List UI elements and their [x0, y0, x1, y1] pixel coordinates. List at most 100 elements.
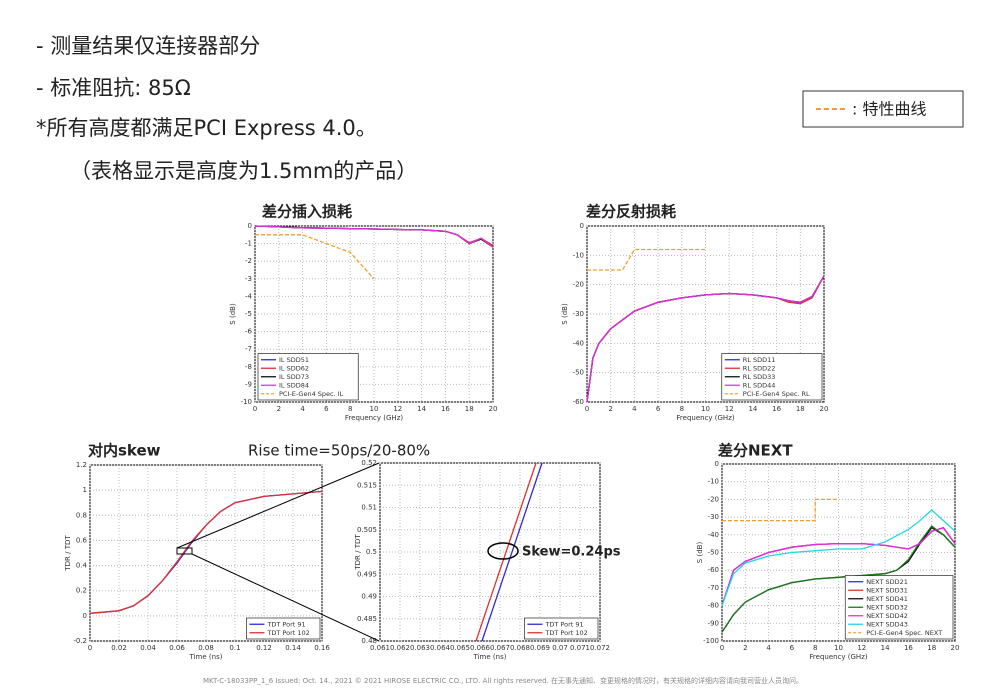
- x-tick-label: 0.068: [510, 644, 530, 652]
- series-line: [481, 462, 543, 642]
- x-tick-label: 2: [277, 405, 281, 413]
- y-tick-label: 0.48: [361, 637, 377, 645]
- legend-box: [246, 617, 321, 640]
- x-tick-label: 20: [951, 644, 960, 652]
- x-tick-label: 0: [253, 405, 257, 413]
- x-tick-label: 10: [834, 644, 843, 652]
- x-tick-label: 4: [766, 644, 771, 652]
- y-tick-label: 0.2: [76, 587, 87, 595]
- annotation: Skew=0.24ps: [522, 545, 621, 560]
- x-tick-label: 8: [813, 644, 817, 652]
- rise-time: Rise time=50ps/20-80%: [248, 442, 430, 460]
- x-tick-label: 0.065: [450, 644, 470, 652]
- x-tick-label: 16: [772, 405, 781, 413]
- legend-label: RL SDD22: [743, 364, 776, 372]
- y-tick-label: -70: [708, 584, 719, 592]
- y-axis-label: S (dB): [229, 303, 237, 325]
- bullet: *所有高度都满足PCI Express 4.0。: [36, 116, 377, 140]
- x-tick-label: 6: [790, 644, 795, 652]
- x-tick-label: 12: [393, 405, 402, 413]
- y-tick-label: -3: [245, 275, 252, 283]
- y-tick-label: -50: [708, 549, 719, 557]
- y-tick-label: 0.505: [357, 526, 377, 534]
- x-tick-label: 0.08: [198, 644, 214, 652]
- x-tick-label: 6: [324, 405, 329, 413]
- y-tick-label: -2: [245, 257, 252, 265]
- legend-note: : 特性曲线: [852, 100, 926, 119]
- footer: MKT-C-18033PP_1_6 Issued: Oct. 14., 2021…: [203, 676, 803, 685]
- series-line: [255, 234, 375, 280]
- legend-label: NEXT SDD42: [866, 612, 908, 620]
- x-tick-label: 0.064: [430, 644, 451, 652]
- y-tick-label: 0.5: [366, 548, 377, 556]
- x-tick-label: 0.061: [370, 644, 390, 652]
- y-axis-label: S (dB): [696, 542, 704, 564]
- zoom-box: [176, 547, 193, 555]
- chart: 0 2 4 6 8 10 12 14 16 18 20 0 -1 -2 -3 -4 -5 -6 -7 -8 -9 -10 差…: [229, 203, 497, 423]
- y-tick-label: 0.485: [357, 615, 377, 623]
- legend-label: NEXT SDD43: [866, 620, 908, 628]
- x-tick-label: 0.14: [285, 644, 301, 652]
- y-tick-label: 0: [715, 460, 719, 468]
- series-line: [721, 509, 956, 606]
- x-tick-label: 18: [465, 405, 474, 413]
- y-tick-label: -9: [245, 380, 252, 388]
- y-tick-label: -40: [573, 339, 584, 347]
- legend-label: RL SDD33: [743, 373, 776, 381]
- y-tick-label: -60: [573, 398, 584, 406]
- y-tick-label: -10: [573, 251, 584, 259]
- y-tick-label: 0.51: [361, 504, 377, 512]
- x-tick-label: 14: [748, 405, 757, 413]
- x-axis-label: Frequency (GHz): [809, 653, 867, 661]
- y-tick-label: -1: [245, 240, 252, 248]
- x-tick-label: 18: [796, 405, 805, 413]
- x-tick-label: 8: [348, 405, 352, 413]
- x-tick-label: 0.062: [390, 644, 410, 652]
- bullet: - 标准阻抗: 85Ω: [36, 76, 191, 100]
- x-tick-label: 0.07: [552, 644, 568, 652]
- y-tick-label: -100: [703, 637, 719, 645]
- y-tick-label: -10: [241, 398, 252, 406]
- y-tick-label: 1: [83, 486, 87, 494]
- x-tick-label: 10: [370, 405, 379, 413]
- x-axis-label: Time (ns): [473, 653, 507, 661]
- x-tick-label: 8: [680, 405, 684, 413]
- x-tick-label: 2: [743, 644, 747, 652]
- x-tick-label: 0: [585, 405, 589, 413]
- bullet: （表格显示是高度为1.5mm的产品）: [70, 159, 417, 183]
- zoom-guides: [176, 462, 519, 642]
- series-line: [722, 498, 839, 522]
- y-tick-label: -8: [245, 363, 252, 371]
- y-tick-label: 0.515: [357, 481, 377, 489]
- legend-label: PCI-E-Gen4 Spec. RL: [743, 390, 810, 398]
- zoom-line: [191, 553, 380, 642]
- x-tick-label: 10: [701, 405, 710, 413]
- y-axis-label: TDR / TDT: [354, 534, 362, 571]
- x-tick-label: 20: [489, 405, 498, 413]
- x-tick-label: 14: [417, 405, 426, 413]
- x-tick-label: 2: [608, 405, 612, 413]
- x-tick-label: 0.072: [590, 644, 610, 652]
- y-tick-label: -40: [708, 531, 719, 539]
- x-tick-label: 16: [904, 644, 913, 652]
- legend-label: RL SDD11: [743, 356, 776, 364]
- x-tick-label: 4: [300, 405, 305, 413]
- y-tick-label: -6: [245, 328, 253, 336]
- y-axis-label: S (dB): [561, 303, 569, 325]
- x-tick-label: 0: [88, 644, 92, 652]
- legend-label: TDT Port 91: [544, 620, 583, 628]
- x-tick-label: 0.067: [490, 644, 510, 652]
- y-tick-label: 1.2: [76, 461, 87, 469]
- x-axis-label: Frequency (GHz): [345, 414, 403, 422]
- y-tick-label: -90: [708, 619, 719, 627]
- x-tick-label: 14: [881, 644, 890, 652]
- x-axis-label: Time (ns): [189, 653, 223, 661]
- chart: 0.061 0.062 0.063 0.064 0.065 0.066 0.067 0.068…: [354, 459, 621, 661]
- bullet: - 测量结果仅连接器部分: [36, 34, 260, 58]
- chart: 0 2 4 6 8 10 12 14 16 18 20 0 -10 -20 -30 -40 -50 -60 -70 -…: [696, 442, 959, 662]
- x-tick-label: 20: [820, 405, 829, 413]
- chart-title: 差分反射损耗: [586, 203, 676, 221]
- y-tick-label: 0.4: [76, 562, 88, 570]
- y-tick-label: -50: [573, 369, 584, 377]
